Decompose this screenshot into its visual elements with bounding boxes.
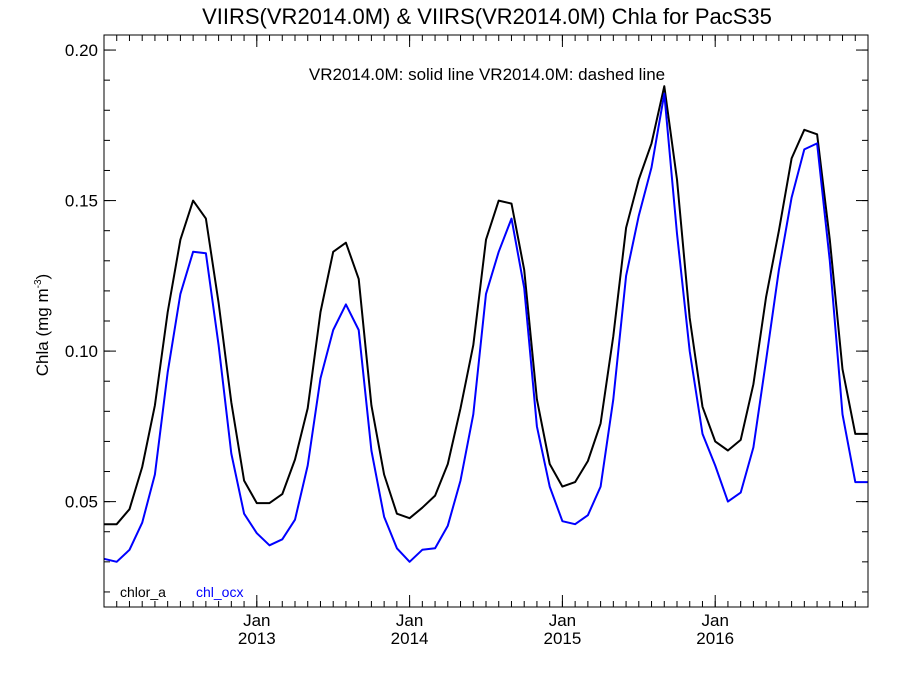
x-tick-label-year: 2014 <box>391 629 429 648</box>
y-axis-label: Chla (mg m-3) <box>33 274 52 376</box>
x-tick-label-month: Jan <box>549 611 576 630</box>
y-tick-label: 0.10 <box>65 342 98 361</box>
chart-title: VIIRS(VR2014.0M) & VIIRS(VR2014.0M) Chla… <box>202 4 772 29</box>
x-tick-label-month: Jan <box>396 611 423 630</box>
x-tick-label-month: Jan <box>243 611 270 630</box>
y-tick-label: 0.20 <box>65 41 98 60</box>
x-tick-label-month: Jan <box>701 611 728 630</box>
y-tick-label: 0.15 <box>65 192 98 211</box>
series-line-chl-ocx <box>103 92 868 563</box>
y-axis-label-close: ) <box>33 274 52 280</box>
plot-area: 0.050.100.150.20Jan2013Jan2014Jan2015Jan… <box>65 35 868 648</box>
x-tick-label-year: 2016 <box>696 629 734 648</box>
legend-entry-chlor-a: chlor_a <box>120 584 166 600</box>
series-line-chlor-a <box>104 85 868 526</box>
x-tick-label-year: 2013 <box>238 629 276 648</box>
x-tick-label-year: 2015 <box>543 629 581 648</box>
y-axis-label-main: Chla (mg m <box>33 288 52 376</box>
chart-annotation: VR2014.0M: solid line VR2014.0M: dashed … <box>309 65 665 84</box>
plot-frame <box>103 34 869 608</box>
y-tick-label: 0.05 <box>65 493 98 512</box>
legend-entry-chl-ocx: chl_ocx <box>196 584 243 600</box>
y-axis-label-sup: -3 <box>33 279 44 288</box>
